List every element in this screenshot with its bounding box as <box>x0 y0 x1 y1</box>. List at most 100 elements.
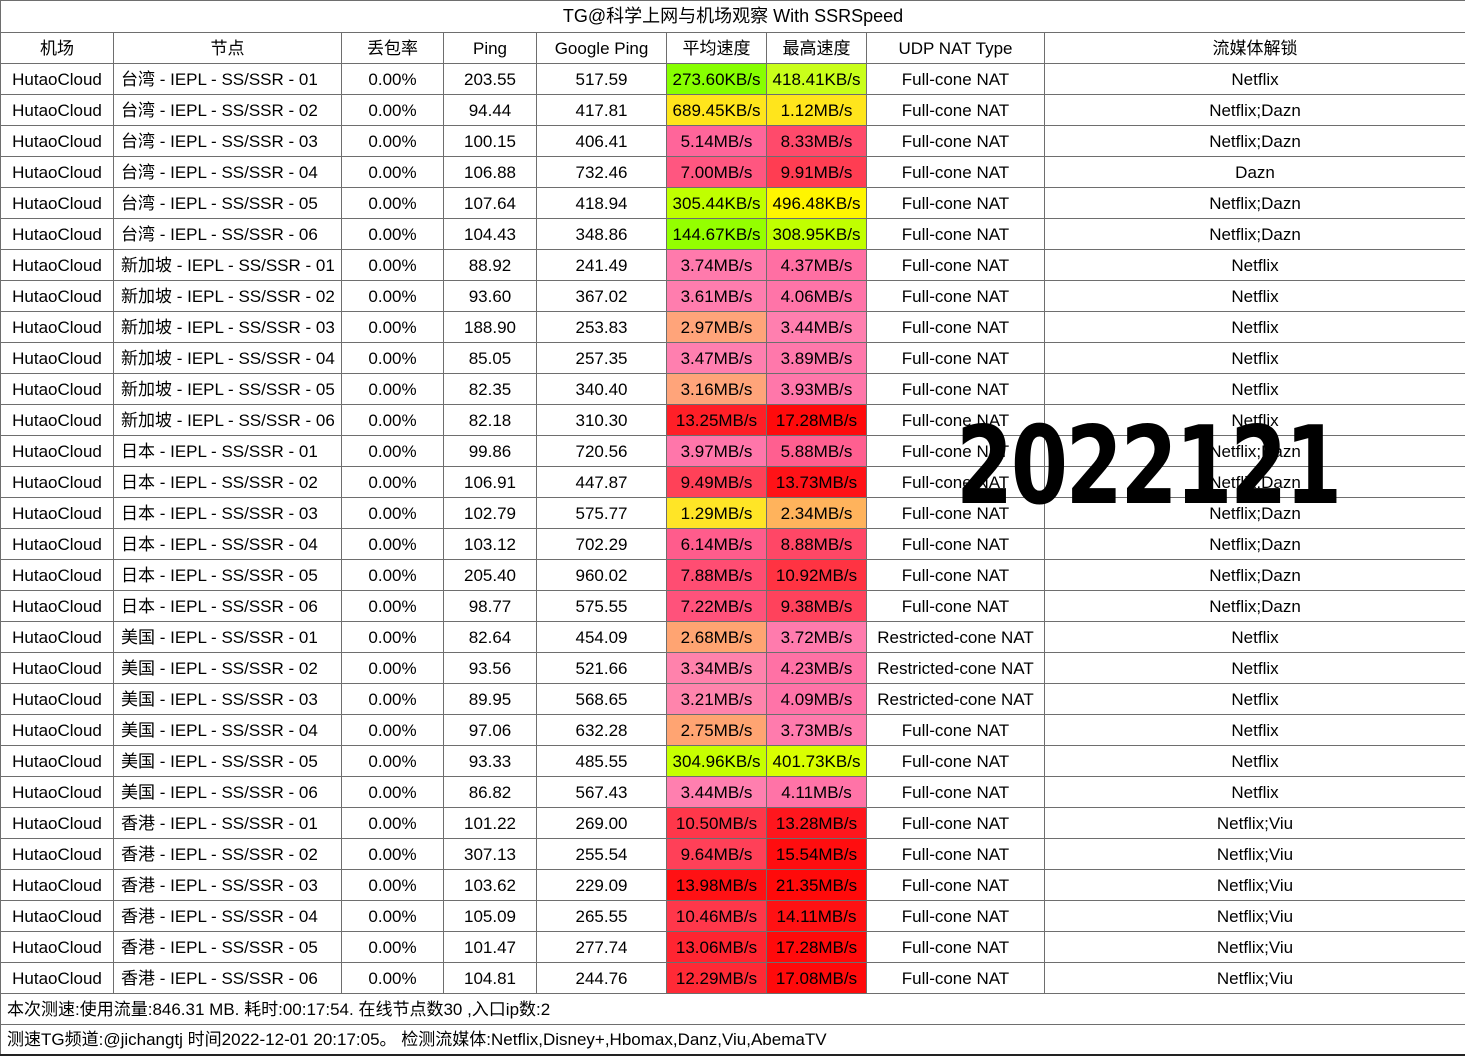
cell-airport: HutaoCloud <box>1 95 114 126</box>
cell-airport: HutaoCloud <box>1 219 114 250</box>
cell-ping: 106.91 <box>444 467 537 498</box>
cell-airport: HutaoCloud <box>1 622 114 653</box>
cell-udp-nat: Full-cone NAT <box>867 746 1045 777</box>
cell-max-speed: 401.73KB/s <box>767 746 867 777</box>
cell-node: 香港 - IEPL - SS/SSR - 01 <box>114 808 342 839</box>
cell-avg-speed: 3.16MB/s <box>667 374 767 405</box>
cell-udp-nat: Full-cone NAT <box>867 467 1045 498</box>
cell-max-speed: 3.72MB/s <box>767 622 867 653</box>
cell-loss: 0.00% <box>342 901 444 932</box>
cell-streaming: Netflix;Viu <box>1045 932 1465 963</box>
cell-google-ping: 454.09 <box>537 622 667 653</box>
cell-streaming: Netflix;Viu <box>1045 963 1465 994</box>
cell-udp-nat: Full-cone NAT <box>867 932 1045 963</box>
cell-udp-nat: Full-cone NAT <box>867 560 1045 591</box>
table-row: HutaoCloud 日本 - IEPL - SS/SSR - 04 0.00%… <box>1 529 1465 560</box>
cell-max-speed: 8.88MB/s <box>767 529 867 560</box>
cell-loss: 0.00% <box>342 219 444 250</box>
header-row: 机场 节点 丢包率 Ping Google Ping 平均速度 最高速度 UDP… <box>1 33 1465 64</box>
cell-udp-nat: Full-cone NAT <box>867 64 1045 95</box>
table-row: HutaoCloud 美国 - IEPL - SS/SSR - 06 0.00%… <box>1 777 1465 808</box>
table-row: HutaoCloud 香港 - IEPL - SS/SSR - 01 0.00%… <box>1 808 1465 839</box>
cell-streaming: Netflix;Dazn <box>1045 188 1465 219</box>
cell-ping: 97.06 <box>444 715 537 746</box>
cell-streaming: Netflix <box>1045 64 1465 95</box>
cell-loss: 0.00% <box>342 374 444 405</box>
cell-max-speed: 8.33MB/s <box>767 126 867 157</box>
cell-google-ping: 732.46 <box>537 157 667 188</box>
cell-node: 新加坡 - IEPL - SS/SSR - 04 <box>114 343 342 374</box>
cell-node: 美国 - IEPL - SS/SSR - 03 <box>114 684 342 715</box>
table-row: HutaoCloud 新加坡 - IEPL - SS/SSR - 04 0.00… <box>1 343 1465 374</box>
cell-airport: HutaoCloud <box>1 932 114 963</box>
cell-udp-nat: Full-cone NAT <box>867 219 1045 250</box>
cell-ping: 82.64 <box>444 622 537 653</box>
cell-node: 新加坡 - IEPL - SS/SSR - 05 <box>114 374 342 405</box>
table-row: HutaoCloud 香港 - IEPL - SS/SSR - 06 0.00%… <box>1 963 1465 994</box>
cell-google-ping: 241.49 <box>537 250 667 281</box>
cell-udp-nat: Full-cone NAT <box>867 343 1045 374</box>
cell-loss: 0.00% <box>342 157 444 188</box>
table-row: HutaoCloud 新加坡 - IEPL - SS/SSR - 05 0.00… <box>1 374 1465 405</box>
table-row: HutaoCloud 日本 - IEPL - SS/SSR - 05 0.00%… <box>1 560 1465 591</box>
cell-streaming: Netflix;Dazn <box>1045 219 1465 250</box>
cell-node: 美国 - IEPL - SS/SSR - 06 <box>114 777 342 808</box>
cell-loss: 0.00% <box>342 343 444 374</box>
cell-node: 日本 - IEPL - SS/SSR - 05 <box>114 560 342 591</box>
cell-airport: HutaoCloud <box>1 436 114 467</box>
cell-avg-speed: 3.44MB/s <box>667 777 767 808</box>
cell-avg-speed: 7.88MB/s <box>667 560 767 591</box>
table-row: HutaoCloud 新加坡 - IEPL - SS/SSR - 03 0.00… <box>1 312 1465 343</box>
cell-max-speed: 17.08MB/s <box>767 963 867 994</box>
cell-node: 香港 - IEPL - SS/SSR - 02 <box>114 839 342 870</box>
cell-node: 香港 - IEPL - SS/SSR - 06 <box>114 963 342 994</box>
cell-streaming: Netflix <box>1045 777 1465 808</box>
col-header-avg-speed: 平均速度 <box>667 33 767 64</box>
cell-google-ping: 521.66 <box>537 653 667 684</box>
cell-udp-nat: Full-cone NAT <box>867 126 1045 157</box>
cell-google-ping: 340.40 <box>537 374 667 405</box>
cell-max-speed: 3.44MB/s <box>767 312 867 343</box>
cell-ping: 104.81 <box>444 963 537 994</box>
cell-streaming: Netflix;Dazn <box>1045 436 1465 467</box>
cell-udp-nat: Full-cone NAT <box>867 188 1045 219</box>
cell-max-speed: 17.28MB/s <box>767 932 867 963</box>
cell-ping: 188.90 <box>444 312 537 343</box>
col-header-ping: Ping <box>444 33 537 64</box>
cell-streaming: Netflix;Dazn <box>1045 529 1465 560</box>
cell-airport: HutaoCloud <box>1 498 114 529</box>
cell-streaming: Netflix;Dazn <box>1045 591 1465 622</box>
cell-google-ping: 632.28 <box>537 715 667 746</box>
cell-streaming: Netflix <box>1045 405 1465 436</box>
cell-ping: 100.15 <box>444 126 537 157</box>
cell-airport: HutaoCloud <box>1 343 114 374</box>
channel-line: 测速TG频道:@jichangtj 时间2022-12-01 20:17:05。… <box>1 1025 1465 1056</box>
cell-ping: 94.44 <box>444 95 537 126</box>
cell-avg-speed: 305.44KB/s <box>667 188 767 219</box>
cell-google-ping: 567.43 <box>537 777 667 808</box>
cell-airport: HutaoCloud <box>1 188 114 219</box>
cell-udp-nat: Restricted-cone NAT <box>867 653 1045 684</box>
cell-avg-speed: 1.29MB/s <box>667 498 767 529</box>
cell-avg-speed: 144.67KB/s <box>667 219 767 250</box>
cell-node: 美国 - IEPL - SS/SSR - 04 <box>114 715 342 746</box>
cell-udp-nat: Full-cone NAT <box>867 963 1045 994</box>
cell-node: 台湾 - IEPL - SS/SSR - 02 <box>114 95 342 126</box>
cell-udp-nat: Restricted-cone NAT <box>867 684 1045 715</box>
cell-loss: 0.00% <box>342 560 444 591</box>
cell-loss: 0.00% <box>342 653 444 684</box>
cell-google-ping: 255.54 <box>537 839 667 870</box>
table-row: HutaoCloud 台湾 - IEPL - SS/SSR - 01 0.00%… <box>1 64 1465 95</box>
cell-avg-speed: 2.68MB/s <box>667 622 767 653</box>
table-row: HutaoCloud 新加坡 - IEPL - SS/SSR - 01 0.00… <box>1 250 1465 281</box>
cell-max-speed: 17.28MB/s <box>767 405 867 436</box>
cell-airport: HutaoCloud <box>1 560 114 591</box>
table-row: HutaoCloud 台湾 - IEPL - SS/SSR - 06 0.00%… <box>1 219 1465 250</box>
cell-loss: 0.00% <box>342 126 444 157</box>
cell-avg-speed: 3.34MB/s <box>667 653 767 684</box>
cell-udp-nat: Full-cone NAT <box>867 591 1045 622</box>
cell-node: 香港 - IEPL - SS/SSR - 04 <box>114 901 342 932</box>
table-row: HutaoCloud 香港 - IEPL - SS/SSR - 02 0.00%… <box>1 839 1465 870</box>
cell-max-speed: 15.54MB/s <box>767 839 867 870</box>
